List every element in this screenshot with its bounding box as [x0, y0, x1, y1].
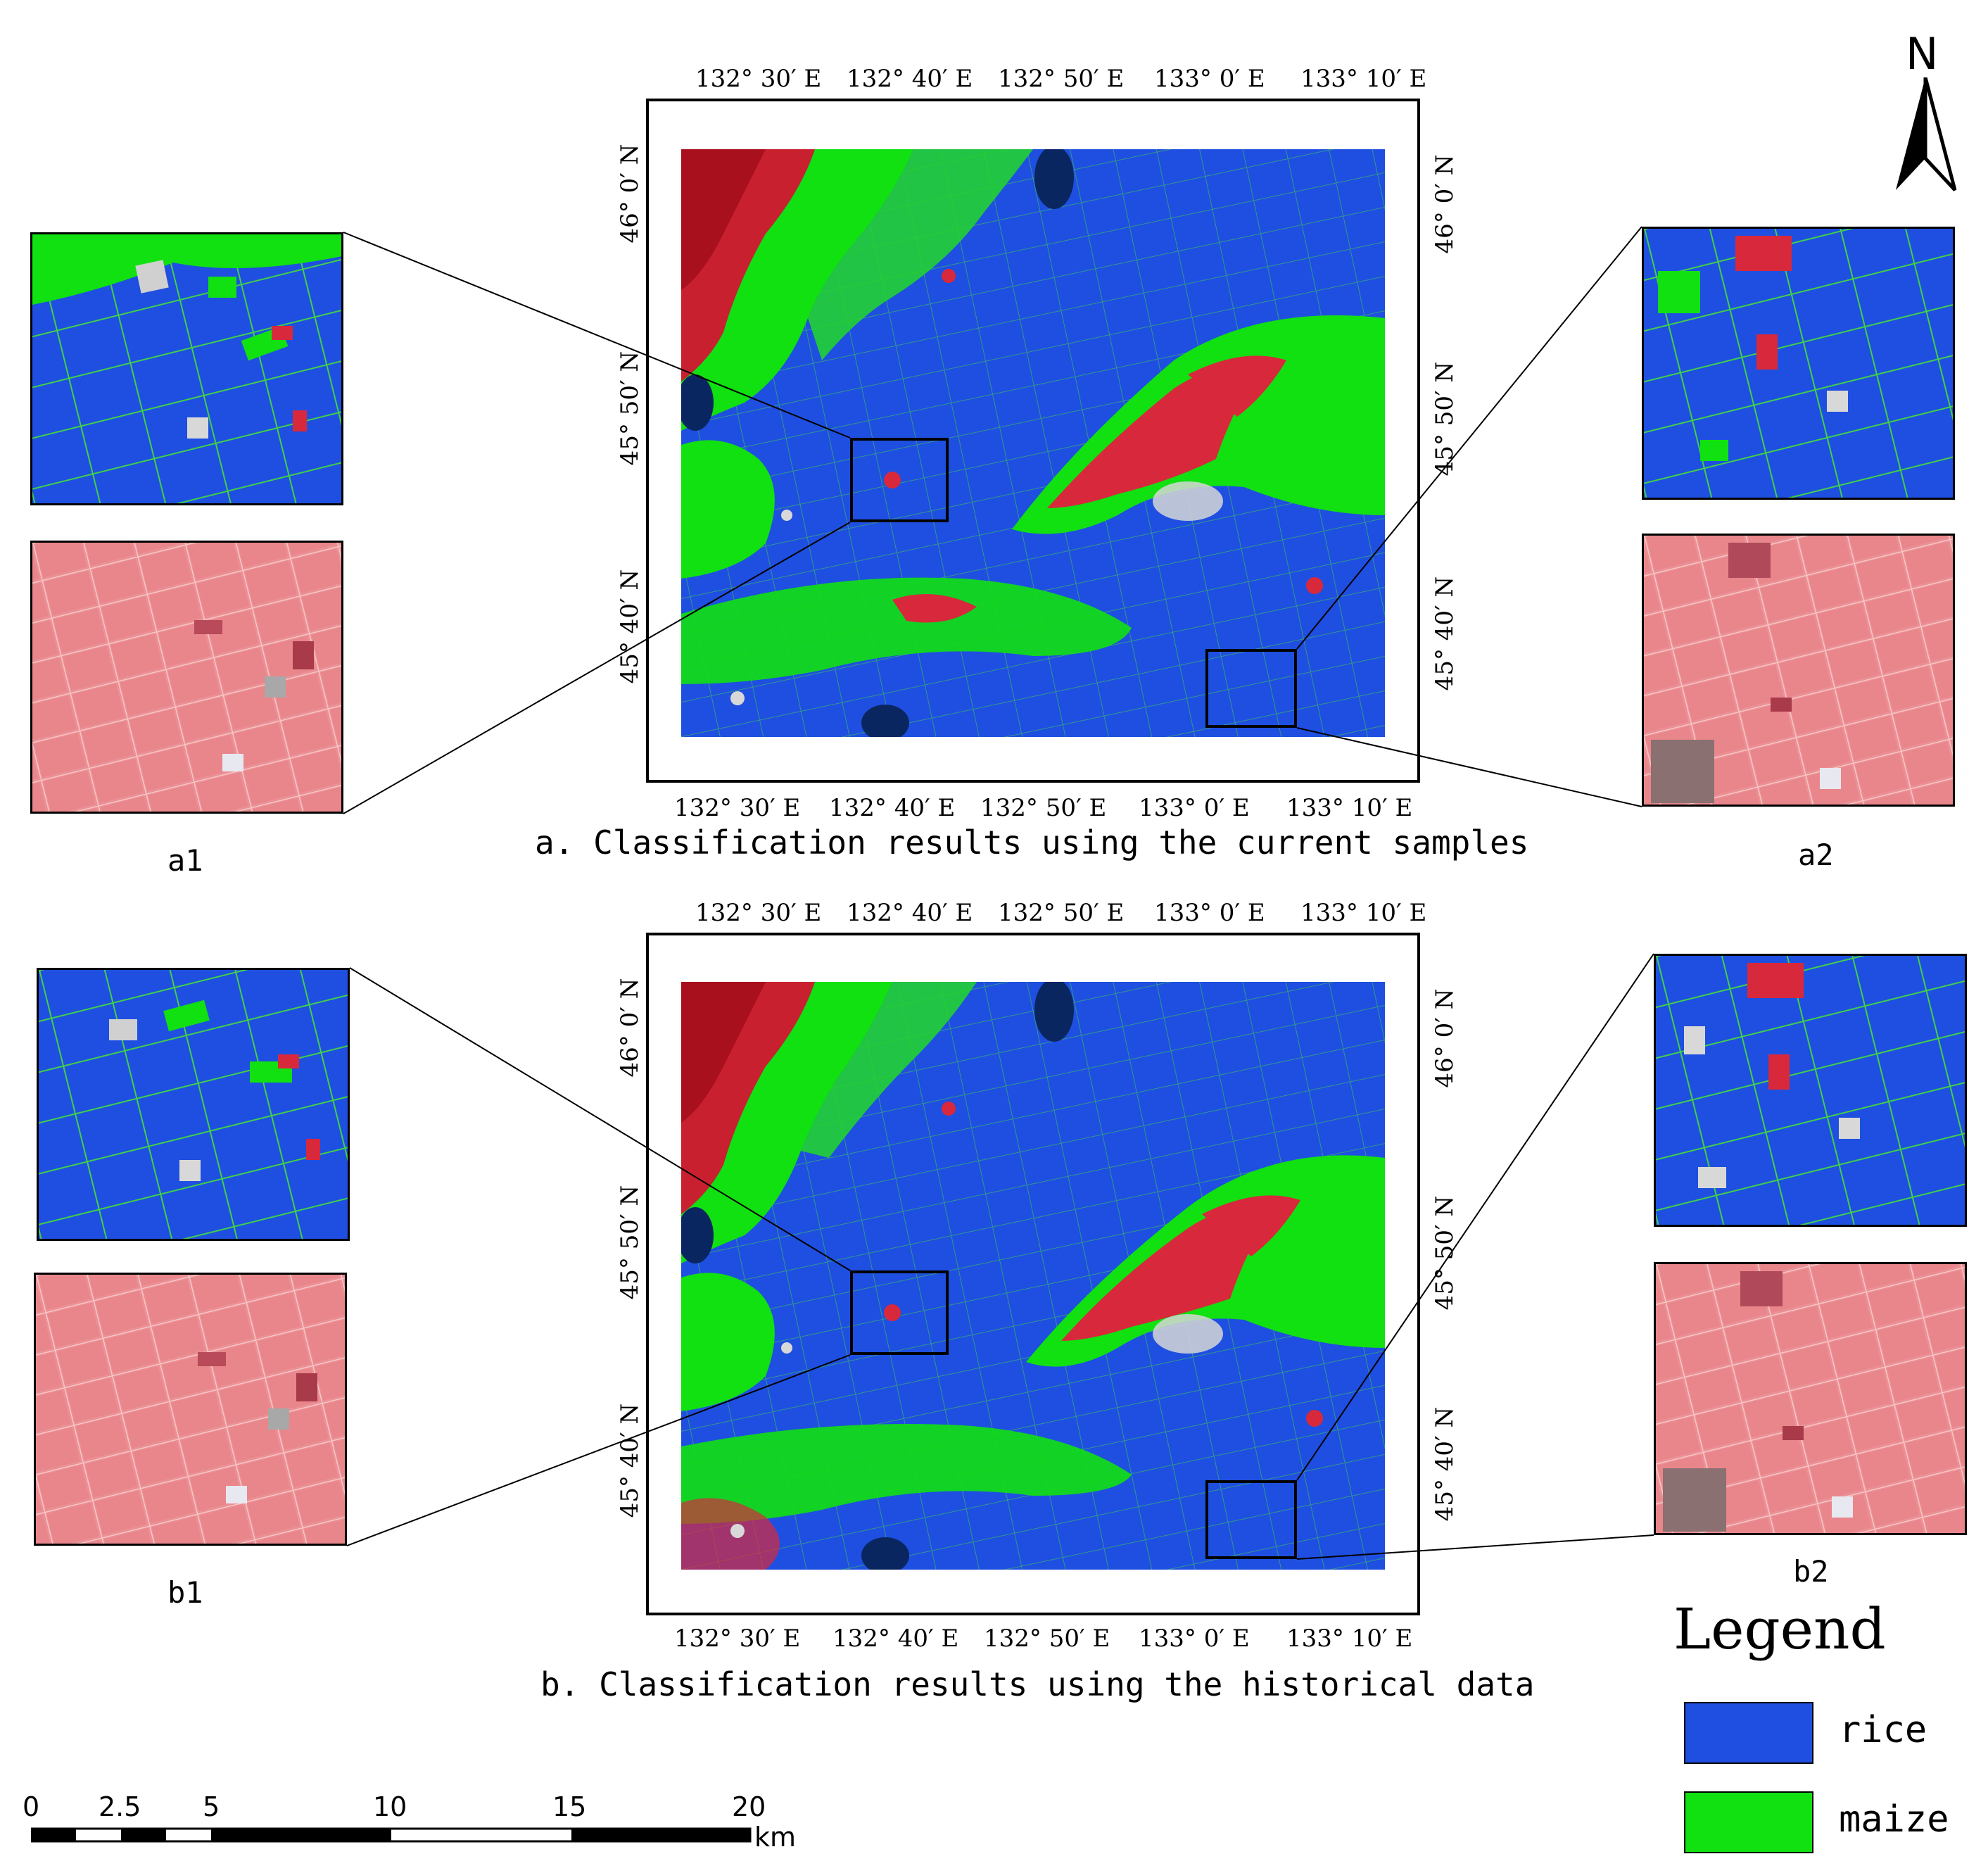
zoom-box-a2 [1205, 649, 1297, 728]
lon-label: 132° 30′ E [674, 794, 801, 822]
legend-label-rice: rice [1839, 1709, 1927, 1751]
lon-label: 132° 50′ E [984, 1625, 1110, 1653]
lon-label: 132° 30′ E [695, 899, 822, 927]
scale-tick-label: 20 [732, 1791, 766, 1822]
connector-lines-a [343, 226, 1642, 814]
zoom-box-b1 [850, 1270, 949, 1355]
scale-tick-label: 10 [373, 1791, 407, 1822]
lon-label: 132° 30′ E [695, 65, 822, 93]
inset-label-b2: b2 [1793, 1554, 1829, 1589]
inset-a1-false-color [30, 541, 343, 814]
scale-tick-label: 2.5 [99, 1791, 141, 1822]
connector-lines-b [346, 953, 1654, 1560]
inset-label-b1: b1 [167, 1575, 203, 1610]
inset-a1-classification [30, 232, 343, 505]
inset-a2-false-color [1642, 534, 1955, 807]
scale-tick-label: 5 [203, 1791, 220, 1822]
classification-map-a [681, 149, 1385, 737]
north-label: N [1906, 28, 1939, 80]
lon-label: 133° 10′ E [1300, 899, 1427, 927]
legend-label-maize: maize [1839, 1798, 1949, 1841]
lon-label: 133° 0′ E [1139, 1625, 1250, 1653]
lon-label: 132° 50′ E [980, 794, 1107, 822]
lon-label: 132° 40′ E [847, 65, 973, 93]
inset-b1-false-color [34, 1273, 347, 1546]
legend-swatch-rice [1684, 1702, 1813, 1764]
north-arrow-icon [1896, 77, 1957, 191]
scale-bar-graphic [31, 1827, 752, 1843]
lon-label: 133° 0′ E [1139, 794, 1250, 822]
scale-unit: km [754, 1822, 797, 1853]
inset-b1-classification [37, 968, 350, 1241]
zoom-box-a1 [850, 438, 949, 522]
inset-a2-classification [1642, 227, 1955, 500]
lon-label: 132° 50′ E [998, 65, 1125, 93]
lon-label: 132° 40′ E [829, 794, 956, 822]
lon-label: 133° 10′ E [1286, 794, 1413, 822]
lon-label: 133° 10′ E [1300, 65, 1427, 93]
lon-label: 132° 50′ E [998, 899, 1125, 927]
scale-tick-label: 15 [552, 1791, 587, 1822]
classification-map-b [681, 982, 1385, 1570]
legend-title: Legend [1673, 1596, 1886, 1662]
legend-swatch-maize [1684, 1791, 1813, 1853]
zoom-box-b2 [1205, 1480, 1297, 1559]
caption-a: a. Classification results using the curr… [535, 824, 1529, 862]
lon-label: 132° 30′ E [674, 1625, 801, 1653]
inset-b2-false-color [1654, 1262, 1967, 1535]
inset-b2-classification [1654, 954, 1967, 1227]
inset-label-a2: a2 [1798, 838, 1834, 872]
inset-label-a1: a1 [167, 843, 203, 878]
lon-label: 132° 40′ E [832, 1625, 959, 1653]
lon-label: 132° 40′ E [847, 899, 973, 927]
caption-b: b. Classification results using the hist… [540, 1665, 1535, 1703]
lon-label: 133° 0′ E [1154, 65, 1265, 93]
lon-label: 133° 0′ E [1154, 899, 1265, 927]
scale-tick-label: 0 [23, 1791, 40, 1822]
lon-label: 133° 10′ E [1286, 1625, 1413, 1653]
